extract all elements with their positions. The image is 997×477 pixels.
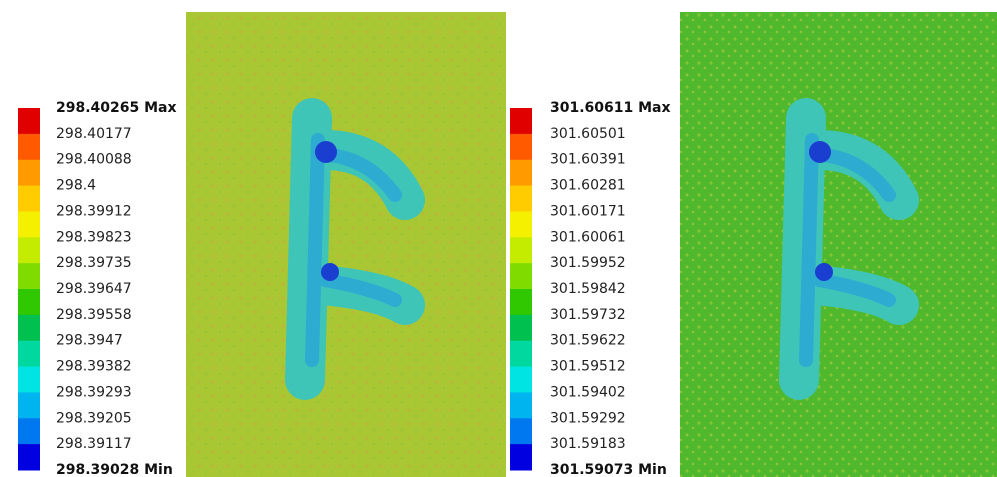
legend-label: 301.59732 bbox=[550, 307, 626, 323]
legend-label: 301.59952 bbox=[550, 255, 626, 271]
legend-color-band bbox=[18, 392, 40, 418]
legend-label: 298.39912 bbox=[56, 203, 132, 219]
legend-color-band bbox=[510, 289, 532, 315]
legend-label: 298.39382 bbox=[56, 359, 132, 375]
legend-label: 301.60501 bbox=[550, 126, 626, 142]
legend-label: 301.59842 bbox=[550, 281, 626, 297]
legend-label: 298.39823 bbox=[56, 229, 132, 245]
legend-label: 298.39205 bbox=[56, 410, 132, 426]
legend-label: 301.60391 bbox=[550, 152, 626, 168]
legend-color-band bbox=[510, 341, 532, 367]
contour-image bbox=[680, 12, 997, 477]
legend-color-band bbox=[18, 134, 40, 160]
legend-label: 301.60611 Max bbox=[550, 100, 671, 116]
legend-color-band bbox=[510, 263, 532, 289]
legend-color-band bbox=[18, 211, 40, 237]
legend-label: 301.59402 bbox=[550, 384, 626, 400]
legend-color-band bbox=[18, 186, 40, 212]
legend-color-band bbox=[510, 108, 532, 134]
page: 298.40265 Max 298.40177 298.40088 298.4 298.… bbox=[0, 0, 997, 477]
legend-label: 298.4 bbox=[56, 178, 96, 194]
legend-label: 298.40265 Max bbox=[56, 100, 177, 116]
legend-label: 298.39293 bbox=[56, 384, 132, 400]
legend-label: 298.40177 bbox=[56, 126, 132, 142]
legend-color-band bbox=[510, 444, 532, 470]
legend-label: 298.39558 bbox=[56, 307, 132, 323]
legend-label: 301.60061 bbox=[550, 229, 626, 245]
legend-color-band bbox=[510, 367, 532, 393]
legend-color-band bbox=[18, 160, 40, 186]
legend-color-band bbox=[18, 418, 40, 444]
legend-color-band bbox=[510, 211, 532, 237]
legend-label: 301.59183 bbox=[550, 436, 626, 452]
legend-label: 301.59622 bbox=[550, 333, 626, 349]
legend-label: 301.59512 bbox=[550, 359, 626, 375]
legend-color-band bbox=[510, 134, 532, 160]
legend-label: 301.59292 bbox=[550, 410, 626, 426]
legend-color-band bbox=[18, 444, 40, 470]
legend-color-band bbox=[18, 341, 40, 367]
legend-label: 301.60281 bbox=[550, 178, 626, 194]
legend-color-band bbox=[18, 237, 40, 263]
legend-color-band bbox=[510, 392, 532, 418]
legend-label: 298.39647 bbox=[56, 281, 132, 297]
legend-color-band bbox=[510, 186, 532, 212]
legend-color-band bbox=[18, 289, 40, 315]
legend-color-band bbox=[510, 160, 532, 186]
legend-label: 298.40088 bbox=[56, 152, 132, 168]
legend-label: 298.39735 bbox=[56, 255, 132, 271]
legend-color-band bbox=[510, 315, 532, 341]
legend-color-band bbox=[18, 367, 40, 393]
legend-label: 301.60171 bbox=[550, 203, 626, 219]
result-view: 298.40265 Max 298.40177 298.40088 298.4 298.… bbox=[0, 0, 997, 477]
legend-color-band bbox=[510, 237, 532, 263]
legend-color-band bbox=[18, 108, 40, 134]
legend-label: 298.39117 bbox=[56, 436, 132, 452]
legend-label: 298.3947 bbox=[56, 333, 123, 349]
legend-color-band bbox=[18, 315, 40, 341]
contour-image bbox=[186, 12, 506, 477]
legend-label: 301.59073 Min bbox=[550, 462, 667, 477]
legend-label: 298.39028 Min bbox=[56, 462, 173, 477]
legend-color-band bbox=[18, 263, 40, 289]
legend-color-band bbox=[510, 418, 532, 444]
